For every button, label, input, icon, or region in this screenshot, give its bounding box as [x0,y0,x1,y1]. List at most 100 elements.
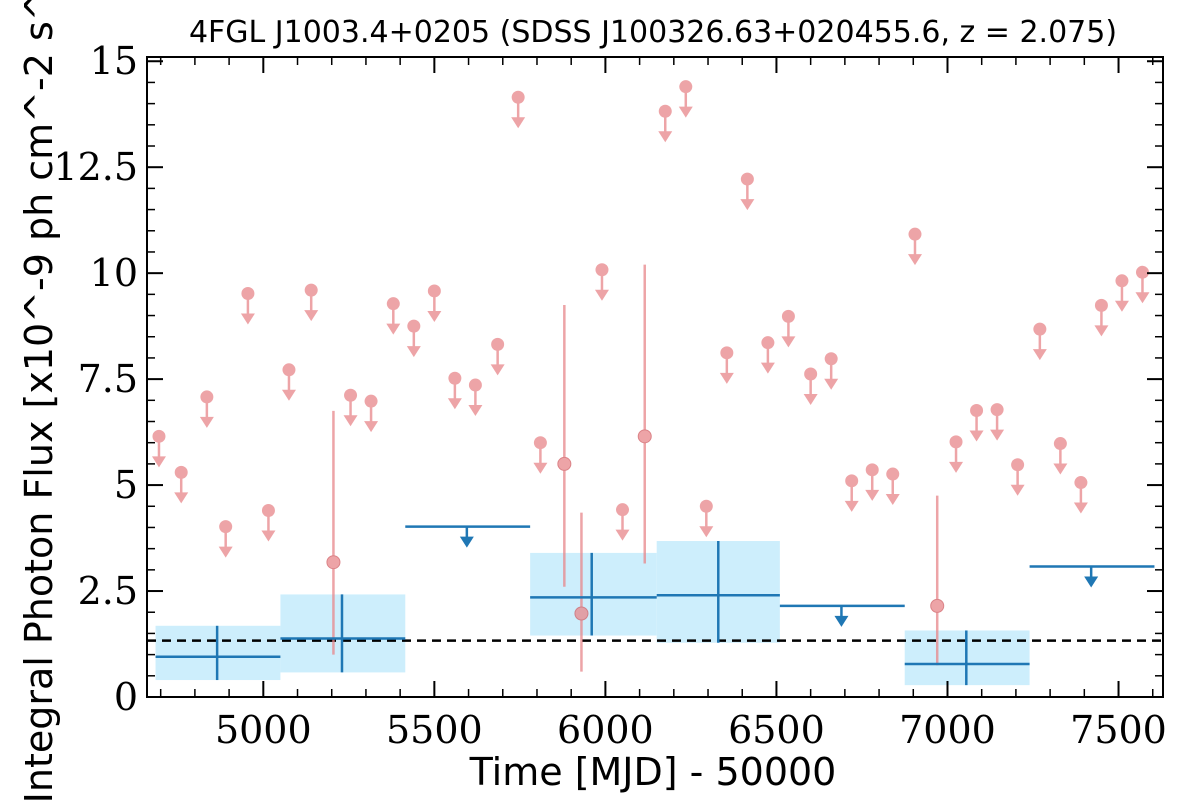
x-axis-label: Time [MJD] - 50000 [469,750,837,794]
x-tick-label: 6500 [728,708,825,752]
upper-limit-arrow [719,372,734,384]
x-tick-label: 7000 [899,708,996,752]
upper-limit-dot [152,429,166,443]
upper-limit-arrow [740,199,755,211]
y-tick-label: 12.5 [53,145,138,189]
upper-limit-arrow [1094,325,1109,337]
upper-limit-marker [969,403,984,442]
upper-limit-marker [1135,265,1150,304]
detection-point [930,495,945,666]
upper-limit-marker [447,371,462,410]
upper-limit-marker [1094,298,1109,337]
upper-limit-arrow [760,362,775,374]
upper-limit-dot [595,263,609,277]
y-axis-label: Integral Photon Flux [x10^-9 ph cm^-2 s^… [17,0,61,800]
upper-limit-arrow [174,492,189,504]
y-tick-label: 7.5 [78,357,138,401]
x-tick-label: 5500 [386,708,483,752]
x-tick-label: 6000 [557,708,654,752]
upper-limit-arrow [658,131,673,143]
chart-title: 4FGL J1003.4+0205 (SDSS J100326.63+02045… [189,15,1117,50]
upper-limit-arrow [885,494,900,506]
upper-limit-arrow [678,106,693,118]
detection-point [574,512,589,672]
upper-limit-dot [949,435,963,449]
upper-limit-dot [427,284,441,298]
upper-limit-arrow [490,364,505,376]
upper-limit-arrow [281,389,296,401]
upper-limit-dot [364,394,378,408]
y-tick-label: 2.5 [78,569,138,613]
upper-limit-dot [908,227,922,241]
short-bin-layer [151,80,1150,672]
upper-limit-arrow [990,429,1005,441]
upper-limit-dot [1115,274,1129,288]
upper-limit-arrow [364,421,379,433]
upper-limit-dot [219,520,233,534]
upper-limit-arrow [304,310,319,322]
upper-limit-arrow [781,336,796,348]
upper-limit-marker [678,80,693,118]
upper-limit-dot [448,371,462,385]
upper-limit-arrow [1032,349,1047,361]
upper-limit-marker [658,104,673,143]
long-bin-upper-limit [1029,565,1155,588]
point-marker [557,456,572,471]
upper-limit-dot [491,337,505,351]
upper-limit-dot [468,378,482,392]
upper-limit-marker [719,346,734,384]
upper-limit-arrow [261,530,276,542]
upper-limit-arrow [907,254,922,266]
upper-limit-dot [407,319,421,333]
upper-limit-dot [740,172,754,186]
point-marker [637,429,652,444]
upper-limit-dot [720,346,734,360]
upper-limit-marker [364,394,379,433]
upper-limit-marker [990,403,1005,441]
upper-limit-marker [1010,458,1025,496]
upper-limit-marker [1053,437,1068,475]
upper-limit-arrow [447,398,462,410]
upper-limit-dot [699,499,713,513]
upper-limit-marker [533,436,548,474]
upper-limit-arrow [240,313,255,325]
axes: 5000 5500 6000 6500 7000 7500 0 2.5 5 7.5 10 12.5 15 [53,39,1166,752]
long-bin-point [280,594,406,673]
upper-limit-dot [1033,322,1047,336]
upper-limit-marker [386,297,401,335]
upper-limit-dot [824,352,838,366]
upper-limit-marker [199,390,214,428]
upper-limit-arrow [533,462,548,474]
long-bin-upper-limit [405,525,531,548]
upper-limit-dot [174,465,188,479]
upper-limit-arrow [511,117,526,129]
upper-limit-arrow [1084,576,1099,588]
upper-limit-arrow [199,416,214,428]
upper-limit-marker [1032,322,1047,361]
upper-limit-dot [304,283,318,297]
upper-limit-marker [511,90,526,129]
point-marker [326,555,341,570]
upper-limit-arrow [824,378,839,390]
upper-limit-dot [282,363,296,377]
upper-limit-marker [281,363,296,401]
upper-limit-marker [406,319,421,358]
upper-limit-dot [1074,476,1088,490]
upper-limit-arrow [151,456,166,468]
upper-limit-marker [760,336,775,374]
x-tick-label: 5000 [215,708,312,752]
long-bin-layer [155,525,1155,686]
upper-limit-arrow [969,430,984,442]
upper-limit-dot [845,474,859,488]
upper-limit-dot [1053,437,1067,451]
upper-limit-arrow [406,346,421,358]
upper-limit-marker [865,463,880,501]
upper-limit-marker [885,467,900,506]
upper-limit-marker [781,309,796,348]
upper-limit-arrow [803,394,818,406]
y-tick-label: 15 [90,39,138,83]
upper-limit-dot [658,104,672,118]
upper-limit-dot [533,436,547,450]
upper-limit-marker [490,337,505,376]
upper-limit-marker [151,429,166,468]
